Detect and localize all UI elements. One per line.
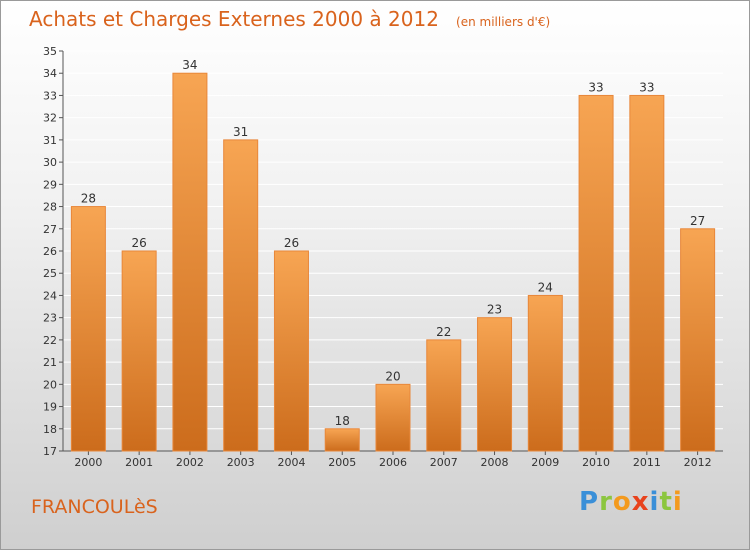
x-tick-label: 2008 [481, 456, 509, 469]
x-tick-label: 2011 [633, 456, 661, 469]
bar [527, 294, 563, 452]
y-tick-label: 35 [43, 45, 57, 58]
logo-letter: t [659, 487, 673, 517]
commune-name: FRANCOULèS [31, 496, 158, 518]
x-tick-label: 2012 [684, 456, 712, 469]
bar [578, 94, 614, 452]
logo-letter: P [579, 487, 600, 517]
bar-value-label: 27 [690, 214, 705, 228]
proxiti-logo: Proxiti [579, 487, 683, 517]
bar-value-label: 22 [436, 325, 451, 339]
chart-title: Achats et Charges Externes 2000 à 2012 [29, 7, 439, 31]
y-tick-label: 27 [43, 223, 57, 236]
y-tick-label: 32 [43, 112, 57, 125]
bar-value-label: 26 [284, 236, 299, 250]
logo-letter: i [672, 487, 683, 517]
bar [172, 72, 208, 452]
y-tick-label: 18 [43, 423, 57, 436]
y-tick-label: 28 [43, 201, 57, 214]
y-tick-label: 29 [43, 178, 57, 191]
bar-value-label: 31 [233, 125, 248, 139]
bar [223, 139, 259, 452]
bar-value-label: 18 [335, 414, 350, 428]
chart-unit: (en milliers d'€) [456, 15, 551, 29]
bar [121, 250, 157, 452]
bar-value-label: 33 [588, 80, 603, 94]
logo-letter: r [599, 487, 613, 517]
y-tick-label: 33 [43, 89, 57, 102]
x-tick-label: 2003 [227, 456, 255, 469]
bar-value-label: 26 [132, 236, 147, 250]
x-tick-label: 2006 [379, 456, 407, 469]
x-tick-label: 2005 [328, 456, 356, 469]
x-tick-label: 2009 [531, 456, 559, 469]
bar-value-label: 20 [385, 369, 400, 383]
bar [273, 250, 309, 452]
logo-letter: x [631, 487, 650, 517]
y-tick-label: 19 [43, 401, 57, 414]
bar [477, 317, 513, 452]
x-tick-label: 2001 [125, 456, 153, 469]
y-tick-label: 23 [43, 312, 57, 325]
y-tick-label: 26 [43, 245, 57, 258]
x-tick-label: 2004 [277, 456, 305, 469]
x-tick-label: 2010 [582, 456, 610, 469]
bar-value-label: 23 [487, 303, 502, 317]
bar [70, 206, 106, 452]
x-tick-label: 2000 [74, 456, 102, 469]
bar-value-label: 24 [538, 280, 553, 294]
y-tick-label: 21 [43, 356, 57, 369]
y-tick-label: 30 [43, 156, 57, 169]
y-tick-label: 20 [43, 378, 57, 391]
x-tick-label: 2002 [176, 456, 204, 469]
y-tick-label: 22 [43, 334, 57, 347]
y-tick-label: 31 [43, 134, 57, 147]
logo-letter: i [649, 487, 660, 517]
y-tick-label: 25 [43, 267, 57, 280]
bar [680, 228, 716, 452]
y-tick-label: 17 [43, 445, 57, 458]
x-tick-label: 2007 [430, 456, 458, 469]
bar-value-label: 28 [81, 192, 96, 206]
y-tick-label: 34 [43, 67, 57, 80]
chart-header: Achats et Charges Externes 2000 à 2012 (… [29, 7, 550, 31]
bar [324, 428, 360, 452]
bar [375, 383, 411, 452]
logo-letter: o [612, 487, 632, 517]
bar-value-label: 34 [182, 58, 197, 72]
bar-value-label: 33 [639, 80, 654, 94]
y-tick-label: 24 [43, 289, 57, 302]
bar [629, 94, 665, 452]
bar [426, 339, 462, 452]
